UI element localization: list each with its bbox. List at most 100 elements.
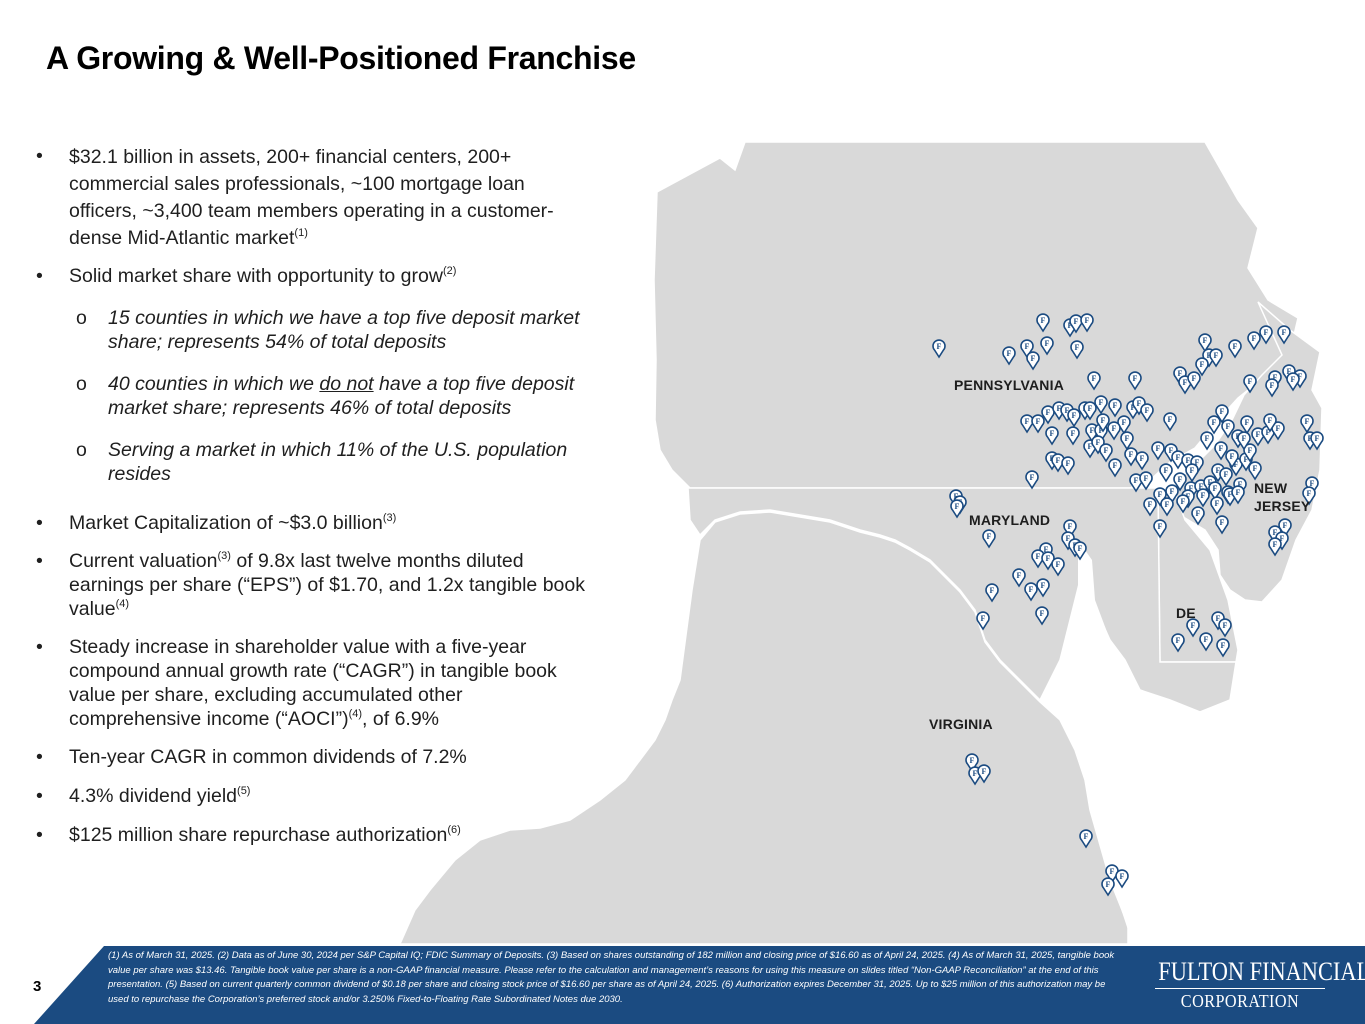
- svg-text:F: F: [1092, 374, 1097, 383]
- footnotes: (1) As of March 31, 2025. (2) Data as of…: [108, 950, 1115, 1005]
- svg-text:F: F: [1203, 336, 1208, 345]
- office-marker-icon: F: [1215, 515, 1229, 535]
- office-marker-icon: F: [1185, 463, 1199, 483]
- svg-text:F: F: [1223, 621, 1228, 630]
- svg-text:F: F: [1036, 552, 1041, 561]
- office-marker-icon: F: [932, 339, 946, 359]
- svg-text:F: F: [1050, 429, 1055, 438]
- svg-text:F: F: [1253, 464, 1258, 473]
- svg-text:F: F: [1268, 416, 1273, 425]
- office-marker-icon: F: [1171, 633, 1185, 653]
- svg-text:F: F: [1113, 461, 1118, 470]
- office-marker-icon: F: [1061, 456, 1075, 476]
- svg-text:F: F: [1025, 342, 1030, 351]
- svg-text:F: F: [1140, 454, 1145, 463]
- svg-text:F: F: [1168, 415, 1173, 424]
- sub-bullet-marker: o: [76, 307, 87, 329]
- office-marker-icon: F: [1020, 339, 1034, 359]
- svg-text:F: F: [1145, 406, 1150, 415]
- office-marker-icon: F: [1302, 486, 1316, 506]
- bullet-text: Ten-year CAGR in common dividends of 7.2…: [69, 746, 467, 768]
- svg-text:F: F: [955, 502, 960, 511]
- svg-text:F: F: [1007, 349, 1012, 358]
- svg-text:F: F: [1099, 398, 1104, 407]
- svg-text:F: F: [1122, 418, 1127, 427]
- office-marker-icon: F: [1265, 378, 1279, 398]
- bullet-line: officers, ~3,400 team members operating …: [69, 200, 554, 222]
- office-marker-icon: F: [1101, 877, 1115, 897]
- svg-text:F: F: [1310, 479, 1315, 488]
- svg-text:F: F: [1158, 490, 1163, 499]
- bullet-repurchase: • $125 million share repurchase authoriz…: [36, 823, 636, 847]
- svg-text:F: F: [1169, 446, 1174, 455]
- footnote-ref: (5): [237, 785, 251, 797]
- bullet-dot: •: [36, 550, 43, 572]
- office-marker-icon: F: [985, 583, 999, 603]
- office-marker-icon: F: [1310, 431, 1324, 451]
- office-marker-icon: F: [1012, 568, 1026, 588]
- svg-text:F: F: [982, 767, 987, 776]
- svg-text:F: F: [1133, 374, 1138, 383]
- svg-text:F: F: [1096, 438, 1101, 447]
- svg-text:F: F: [1045, 339, 1050, 348]
- office-marker-icon: F: [1067, 408, 1081, 428]
- bullet-list: • $32.1 billion in assets, 200+ financia…: [36, 144, 636, 847]
- office-marker-icon: F: [950, 499, 964, 519]
- sub-bullet-line: market share; represents 46% of total de…: [108, 397, 512, 419]
- svg-text:F: F: [1207, 351, 1212, 360]
- sub-bullet-not-top-five: o 40 counties in which we do not have a …: [36, 372, 636, 420]
- office-marker-icon: F: [1191, 506, 1205, 526]
- svg-text:F: F: [1242, 434, 1247, 443]
- svg-text:F: F: [1252, 334, 1257, 343]
- svg-text:F: F: [1195, 458, 1200, 467]
- footer-band: [34, 946, 1365, 1024]
- svg-text:F: F: [1305, 417, 1310, 426]
- svg-text:F: F: [1213, 484, 1218, 493]
- office-markers: F F F F F F F F F F F F F F F F F F F F F F F F F F F F F F F F F F F F F F F F…: [932, 313, 1324, 897]
- svg-text:F: F: [1072, 411, 1077, 420]
- svg-text:F: F: [1238, 480, 1243, 489]
- svg-text:F: F: [1068, 321, 1073, 330]
- office-marker-icon: F: [1210, 496, 1224, 516]
- office-marker-icon: F: [1243, 443, 1257, 463]
- sub-bullet-marker: o: [76, 439, 87, 461]
- svg-text:F: F: [1044, 545, 1049, 554]
- footnote-ref: (4): [348, 708, 363, 720]
- svg-text:F: F: [1085, 316, 1090, 325]
- office-marker-icon: F: [1108, 398, 1122, 418]
- office-marker-icon: F: [1143, 497, 1157, 517]
- bullet-text: 4.3% dividend yield: [69, 785, 238, 807]
- office-marker-icon: F: [1173, 472, 1187, 492]
- office-marker-icon: F: [1247, 331, 1261, 351]
- office-marker-icon: F: [1187, 371, 1201, 391]
- office-marker-icon: F: [1208, 481, 1222, 501]
- office-marker-icon: F: [1159, 463, 1173, 483]
- svg-text:F: F: [1040, 609, 1045, 618]
- office-marker-icon: F: [1163, 412, 1177, 432]
- bullet-text: $32.1 billion in assets, 200+ financial …: [69, 144, 636, 252]
- office-marker-icon: F: [1031, 414, 1045, 434]
- svg-text:F: F: [1068, 522, 1073, 531]
- office-marker-icon: F: [1099, 443, 1113, 463]
- svg-text:F: F: [1041, 316, 1046, 325]
- svg-text:F: F: [1036, 417, 1041, 426]
- svg-text:F: F: [1065, 406, 1070, 415]
- bullet-dot: •: [36, 746, 43, 768]
- svg-text:F: F: [1134, 476, 1139, 485]
- svg-text:F: F: [1075, 343, 1080, 352]
- bullet-dot: •: [36, 785, 43, 807]
- svg-text:F: F: [1176, 636, 1181, 645]
- footnote-ref: (3): [217, 550, 231, 562]
- office-marker-icon: F: [1243, 374, 1257, 394]
- svg-text:F: F: [1148, 500, 1153, 509]
- office-marker-icon: F: [1080, 313, 1094, 333]
- svg-text:F: F: [1276, 424, 1281, 433]
- sub-bullet-line: 15 counties in which we have a top five …: [108, 307, 580, 329]
- svg-text:F: F: [1291, 375, 1296, 384]
- svg-text:F: F: [1112, 424, 1117, 433]
- office-marker-icon: F: [1128, 371, 1142, 391]
- office-marker-icon: F: [1300, 414, 1314, 434]
- office-marker-icon: F: [1271, 421, 1285, 441]
- svg-text:F: F: [1191, 621, 1196, 630]
